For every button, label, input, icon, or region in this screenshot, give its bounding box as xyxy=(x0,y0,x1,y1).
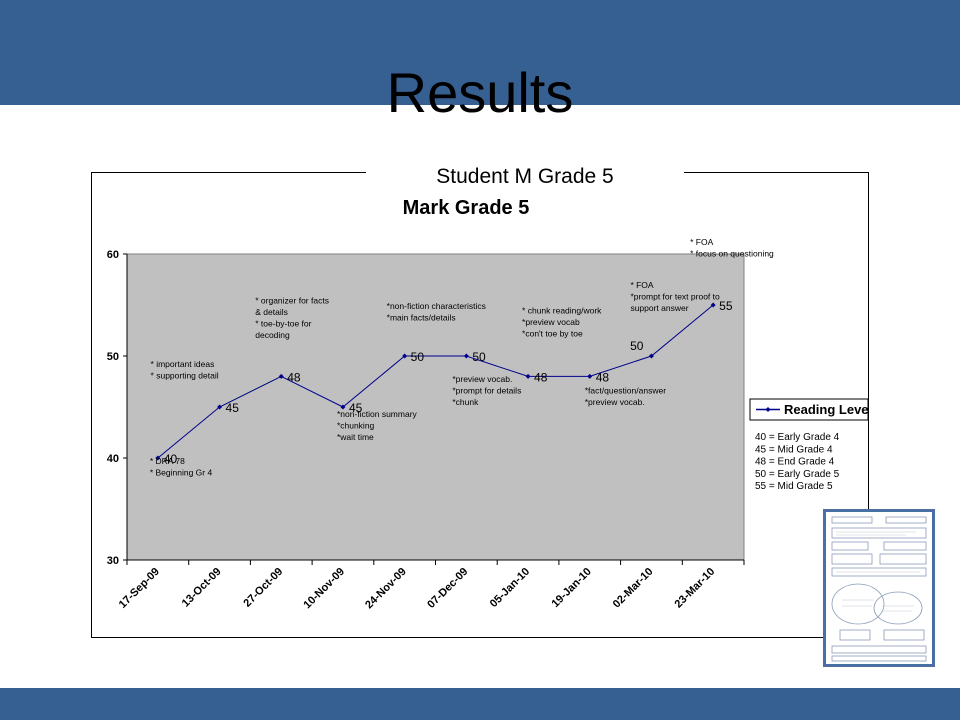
chart: Mark Grade 5 30 40 50 60 17-Sep-09 13-Oct-09 27… xyxy=(107,197,868,612)
level-key-item: 45 = Mid Grade 4 xyxy=(755,444,833,455)
plot-area xyxy=(126,253,745,561)
annotation-text: * organizer for facts xyxy=(255,295,329,305)
legend-box xyxy=(749,398,868,421)
header-band xyxy=(0,0,960,105)
data-point xyxy=(278,373,284,379)
chart-title: Mark Grade 5 xyxy=(403,197,530,219)
slide-title: Results xyxy=(386,61,574,124)
x-tick-label: 27-Oct-09 xyxy=(241,566,285,610)
data-label: 50 xyxy=(630,339,644,353)
data-point xyxy=(648,353,654,359)
data-label: 50 xyxy=(411,350,425,364)
annotation-text: decoding xyxy=(255,330,290,340)
y-tick-label: 50 xyxy=(107,351,119,363)
x-tick-label: 24-Nov-09 xyxy=(363,566,409,612)
series-line-reading-level xyxy=(157,304,714,459)
annotation-text: *prompt for text proof to xyxy=(630,292,720,302)
x-tick-label: 23-Mar-10 xyxy=(672,566,717,611)
x-tick-label: 07-Dec-09 xyxy=(425,566,470,611)
chart-subtitle: Student M Grade 5 xyxy=(366,162,684,192)
y-tick-label: 40 xyxy=(107,453,119,465)
annotation-text: *con't toe by toe xyxy=(522,328,583,338)
y-tick-label: 30 xyxy=(107,555,119,567)
annotation-text: * supporting detail xyxy=(151,371,219,381)
annotation-text: *preview vocab. xyxy=(585,397,645,407)
annotation-text: * Beginning Gr 4 xyxy=(150,468,213,478)
annotation-text: * FOA xyxy=(630,280,653,290)
annotation-text: * important ideas xyxy=(151,359,215,369)
legend-label: Reading Level xyxy=(784,402,868,417)
level-key-item: 40 = Early Grade 4 xyxy=(755,432,840,443)
data-point xyxy=(710,302,716,308)
annotation-text: *preview vocab xyxy=(522,317,580,327)
data-label: 40 xyxy=(164,452,178,466)
x-tick-label: 13-Oct-09 xyxy=(180,566,224,610)
annotation-text: support answer xyxy=(630,303,688,313)
annotation-text: *main facts/details xyxy=(387,313,456,323)
chart-frame: Mark Grade 5 30 40 50 60 17-Sep-09 13-Oct-09 27… xyxy=(91,172,869,638)
y-tick-label: 60 xyxy=(107,249,119,261)
annotation-text: *non-fiction characteristics xyxy=(387,301,486,311)
data-label: 48 xyxy=(534,370,548,384)
annotation-text: * chunk reading/work xyxy=(522,305,602,315)
x-tick-label: 17-Sep-09 xyxy=(117,566,162,611)
annotation-text: * FOA xyxy=(690,237,713,247)
data-point xyxy=(525,373,531,379)
data-point xyxy=(587,373,593,379)
annotation-text: *wait time xyxy=(337,432,374,442)
data-point xyxy=(402,353,408,359)
annotation-text: *chunking xyxy=(337,421,375,431)
footer-band xyxy=(0,688,960,720)
annotation-text: *preview vocab. xyxy=(452,374,512,384)
data-point xyxy=(340,404,346,410)
x-tick-label: 19-Jan-10 xyxy=(549,566,593,610)
annotation-text: *prompt for details xyxy=(452,386,521,396)
x-tick-label: 02-Mar-10 xyxy=(611,566,656,611)
x-tick-label: 10-Nov-09 xyxy=(301,566,347,612)
data-label: 48 xyxy=(596,370,610,384)
legend-marker xyxy=(765,407,771,412)
annotation-text: * toe-by-toe for xyxy=(255,318,311,328)
annotation-text: *non-fiction summary xyxy=(337,409,418,419)
data-label: 55 xyxy=(719,299,733,313)
level-key-item: 50 = Early Grade 5 xyxy=(755,469,840,480)
data-point xyxy=(155,455,161,461)
data-point xyxy=(463,353,469,359)
data-label: 50 xyxy=(472,350,486,364)
annotation-text: *fact/question/answer xyxy=(585,385,666,395)
level-key-item: 55 = Mid Grade 5 xyxy=(755,481,833,492)
annotation-text: *chunk xyxy=(452,397,479,407)
document-thumbnail-icon xyxy=(823,509,935,667)
x-tick-label: 05-Jan-10 xyxy=(488,566,532,610)
data-label: 45 xyxy=(349,401,363,415)
data-point xyxy=(217,404,223,410)
annotation-text: & details xyxy=(255,307,288,317)
data-label: 45 xyxy=(226,401,240,415)
level-key-item: 48 = End Grade 4 xyxy=(755,457,835,468)
annotation-text: * focus on questioning xyxy=(690,249,774,259)
data-label: 48 xyxy=(287,370,301,384)
annotation-text: * DRA 78 xyxy=(150,456,185,466)
